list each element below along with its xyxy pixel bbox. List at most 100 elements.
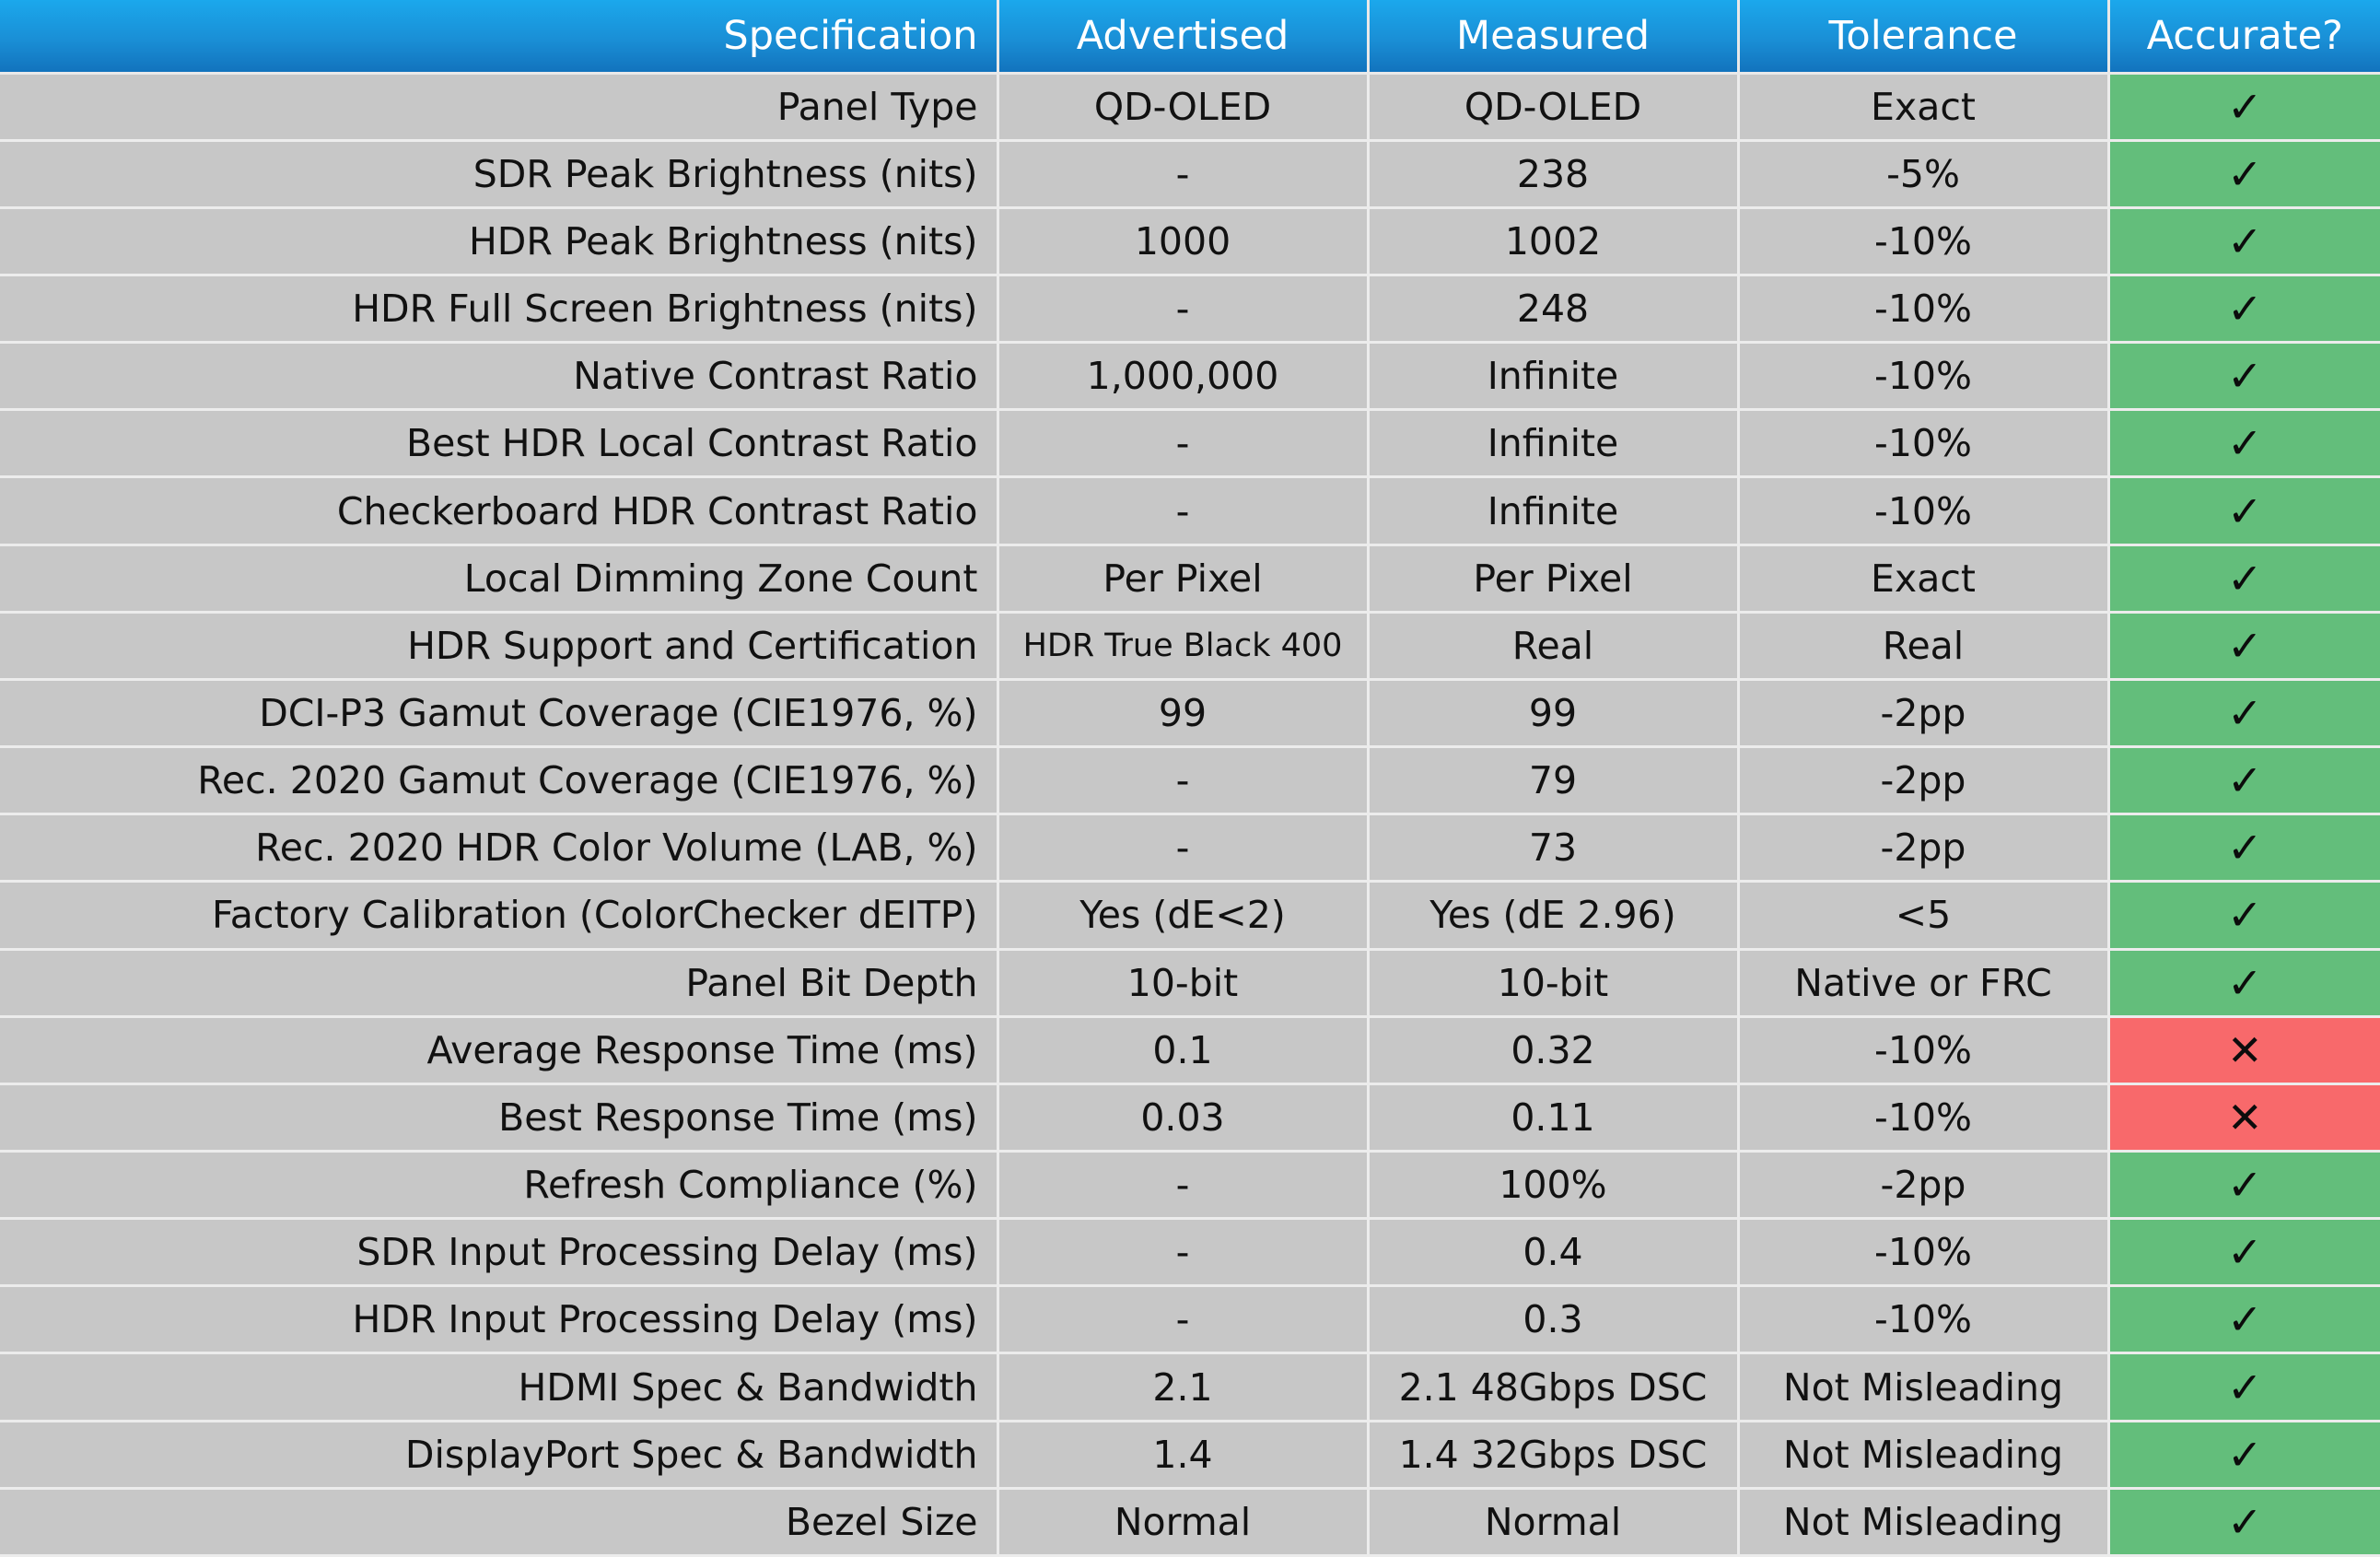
- checkmark-icon: ✓: [2226, 823, 2263, 873]
- tolerance-cell: Not Misleading: [1738, 1421, 2110, 1490]
- advertised-cell: Yes (dE<2): [998, 881, 1370, 951]
- advertised-cell: -: [998, 814, 1370, 884]
- checkmark-icon: ✓: [2226, 486, 2263, 536]
- advertised-header: Advertised: [998, 0, 1370, 75]
- measured-cell: 1002: [1368, 207, 1740, 276]
- checkmark-icon: ✓: [2226, 148, 2263, 199]
- tolerance-cell: -10%: [1738, 1285, 2110, 1355]
- spec-name-cell: HDMI Spec & Bandwidth: [0, 1352, 999, 1422]
- table-row: Refresh Compliance (%) -100% -2pp ✓: [0, 1151, 2380, 1221]
- accurate-cell: ✓: [2108, 1218, 2380, 1288]
- measured-cell: Infinite: [1368, 342, 1740, 412]
- table-row: Best Response Time (ms) 0.03 0.11 -10% ✕: [0, 1083, 2380, 1153]
- spec-name-cell: Native Contrast Ratio: [0, 342, 999, 412]
- advertised-cell: 2.1: [998, 1352, 1370, 1422]
- spec-name-cell: HDR Support and Certification: [0, 612, 999, 681]
- tolerance-header: Tolerance: [1738, 0, 2110, 75]
- table-row: HDR Peak Brightness (nits) 1000 1002 -10% ✓: [0, 207, 2380, 276]
- accurate-cell: ✓: [2108, 746, 2380, 816]
- accurate-cell: ✓: [2108, 814, 2380, 884]
- advertised-cell: -: [998, 1218, 1370, 1288]
- tolerance-cell: -5%: [1738, 140, 2110, 209]
- tolerance-cell: -10%: [1738, 1083, 2110, 1153]
- measured-cell: 0.4: [1368, 1218, 1740, 1288]
- tolerance-cell: Exact: [1738, 73, 2110, 142]
- tolerance-cell: Real: [1738, 612, 2110, 681]
- table-row: Rec. 2020 Gamut Coverage (CIE1976, %) -79…: [0, 746, 2380, 816]
- measured-cell: 0.11: [1368, 1083, 1740, 1153]
- measured-cell: Per Pixel: [1368, 544, 1740, 614]
- tolerance-cell: -10%: [1738, 476, 2110, 546]
- spec-name-cell: Best HDR Local Contrast Ratio: [0, 409, 999, 479]
- accurate-cell: ✓: [2108, 1151, 2380, 1221]
- table-row: SDR Peak Brightness (nits) -238 -5% ✓: [0, 140, 2380, 209]
- measured-cell: Normal: [1368, 1488, 1740, 1557]
- spec-name-cell: Bezel Size: [0, 1488, 999, 1557]
- table-row: Average Response Time (ms) 0.1 0.32 -10% ✕: [0, 1016, 2380, 1085]
- checkmark-icon: ✓: [2226, 890, 2263, 941]
- accurate-cell: ✓: [2108, 140, 2380, 209]
- tolerance-cell: -2pp: [1738, 746, 2110, 816]
- advertised-cell: -: [998, 140, 1370, 209]
- advertised-cell: 99: [998, 679, 1370, 749]
- table-row: Panel Type QD-OLED QD-OLED Exact ✓: [0, 73, 2380, 142]
- measured-cell: 99: [1368, 679, 1740, 749]
- spec-name-cell: HDR Peak Brightness (nits): [0, 207, 999, 276]
- accurate-cell: ✓: [2108, 1488, 2380, 1557]
- accurate-cell: ✓: [2108, 612, 2380, 681]
- table-row: DisplayPort Spec & Bandwidth 1.4 1.4 32Gbp…: [0, 1421, 2380, 1490]
- tolerance-cell: Not Misleading: [1738, 1352, 2110, 1422]
- accurate-cell: ✓: [2108, 1352, 2380, 1422]
- measured-cell: 238: [1368, 140, 1740, 209]
- measured-cell: QD-OLED: [1368, 73, 1740, 142]
- spec-name-cell: Local Dimming Zone Count: [0, 544, 999, 614]
- tolerance-cell: <5: [1738, 881, 2110, 951]
- table-row: Panel Bit Depth 10-bit 10-bit Native or FRC…: [0, 949, 2380, 1018]
- checkmark-icon: ✓: [2226, 418, 2263, 469]
- advertised-cell: QD-OLED: [998, 73, 1370, 142]
- accurate-cell: ✓: [2108, 207, 2380, 276]
- advertised-cell: 0.03: [998, 1083, 1370, 1153]
- spec-name-cell: Rec. 2020 Gamut Coverage (CIE1976, %): [0, 746, 999, 816]
- table-row: HDMI Spec & Bandwidth 2.1 2.1 48Gbps DSC No…: [0, 1352, 2380, 1422]
- tolerance-cell: Native or FRC: [1738, 949, 2110, 1018]
- advertised-cell: 1000: [998, 207, 1370, 276]
- tolerance-cell: -10%: [1738, 1016, 2110, 1085]
- spec-name-cell: Average Response Time (ms): [0, 1016, 999, 1085]
- table-row: DCI-P3 Gamut Coverage (CIE1976, %) 99 99 -2…: [0, 679, 2380, 749]
- table-row: Local Dimming Zone Count Per Pixel Per Pix…: [0, 544, 2380, 614]
- measured-cell: Infinite: [1368, 409, 1740, 479]
- accurate-cell: ✓: [2108, 1285, 2380, 1355]
- spec-name-cell: Panel Bit Depth: [0, 949, 999, 1018]
- advertised-cell: -: [998, 476, 1370, 546]
- tolerance-cell: -10%: [1738, 342, 2110, 412]
- accurate-cell: ✓: [2108, 476, 2380, 546]
- checkmark-icon: ✓: [2226, 687, 2263, 738]
- checkmark-icon: ✓: [2226, 1496, 2263, 1547]
- spec-name-cell: SDR Peak Brightness (nits): [0, 140, 999, 209]
- table-row: Native Contrast Ratio 1,000,000 Infinite -1…: [0, 342, 2380, 412]
- measured-cell: Yes (dE 2.96): [1368, 881, 1740, 951]
- table-row: SDR Input Processing Delay (ms) -0.4 -10% ✓: [0, 1218, 2380, 1288]
- table-row: Bezel Size Normal Normal Not Misleading ✓: [0, 1488, 2380, 1557]
- table-row: HDR Input Processing Delay (ms) -0.3 -10% ✓: [0, 1285, 2380, 1355]
- accurate-cell: ✓: [2108, 949, 2380, 1018]
- spec-name-cell: HDR Input Processing Delay (ms): [0, 1285, 999, 1355]
- tolerance-cell: -2pp: [1738, 679, 2110, 749]
- tolerance-cell: -10%: [1738, 1218, 2110, 1288]
- tolerance-cell: -10%: [1738, 207, 2110, 276]
- checkmark-icon: ✓: [2226, 1429, 2263, 1480]
- measured-header: Measured: [1368, 0, 1740, 75]
- checkmark-icon: ✓: [2226, 1362, 2263, 1412]
- measured-cell: Real: [1368, 612, 1740, 681]
- accurate-cell: ✓: [2108, 275, 2380, 345]
- accurate-cell: ✓: [2108, 73, 2380, 142]
- advertised-cell: -: [998, 746, 1370, 816]
- checkmark-icon: ✓: [2226, 620, 2263, 671]
- accurate-cell: ✓: [2108, 342, 2380, 412]
- measured-cell: 1.4 32Gbps DSC: [1368, 1421, 1740, 1490]
- checkmark-icon: ✓: [2226, 216, 2263, 266]
- header-row: Specification Advertised Measured Tolera…: [0, 0, 2380, 75]
- tolerance-cell: Not Misleading: [1738, 1488, 2110, 1557]
- measured-cell: 248: [1368, 275, 1740, 345]
